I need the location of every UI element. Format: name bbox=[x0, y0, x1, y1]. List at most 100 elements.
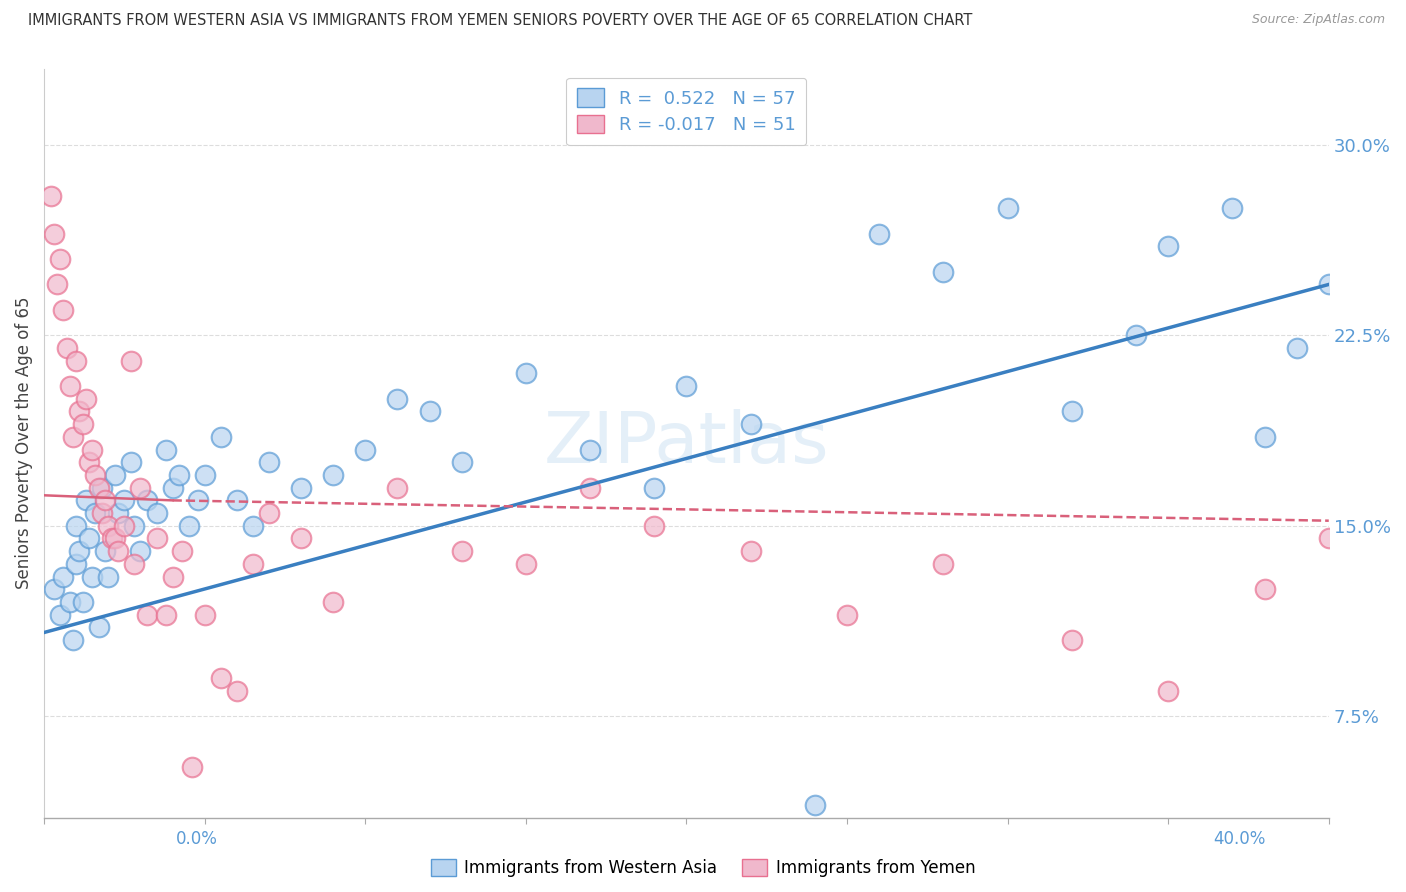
Point bbox=[322, 467, 344, 482]
Point bbox=[209, 671, 232, 685]
Point bbox=[932, 557, 955, 571]
Point bbox=[39, 188, 62, 202]
Point bbox=[194, 467, 217, 482]
Point bbox=[643, 518, 665, 533]
Point bbox=[1125, 328, 1147, 343]
Point bbox=[740, 417, 762, 432]
Point bbox=[225, 493, 247, 508]
Point bbox=[1285, 341, 1308, 355]
Point bbox=[87, 481, 110, 495]
Point bbox=[65, 518, 87, 533]
Y-axis label: Seniors Poverty Over the Age of 65: Seniors Poverty Over the Age of 65 bbox=[15, 297, 32, 590]
Point bbox=[94, 544, 117, 558]
Point bbox=[180, 760, 202, 774]
Point bbox=[59, 379, 82, 393]
Point bbox=[104, 532, 127, 546]
Text: IMMIGRANTS FROM WESTERN ASIA VS IMMIGRANTS FROM YEMEN SENIORS POVERTY OVER THE A: IMMIGRANTS FROM WESTERN ASIA VS IMMIGRAN… bbox=[28, 13, 973, 29]
Point bbox=[257, 506, 280, 520]
Point bbox=[290, 532, 312, 546]
Point bbox=[112, 518, 135, 533]
Point bbox=[1253, 582, 1275, 597]
Point bbox=[257, 455, 280, 469]
Point bbox=[579, 481, 602, 495]
Point bbox=[65, 353, 87, 368]
Point bbox=[167, 467, 190, 482]
Point bbox=[135, 607, 157, 622]
Point bbox=[65, 557, 87, 571]
Point bbox=[187, 493, 209, 508]
Point bbox=[387, 392, 409, 406]
Legend: R =  0.522   N = 57, R = -0.017   N = 51: R = 0.522 N = 57, R = -0.017 N = 51 bbox=[567, 78, 807, 145]
Point bbox=[1157, 684, 1180, 698]
Point bbox=[354, 442, 377, 457]
Text: Source: ZipAtlas.com: Source: ZipAtlas.com bbox=[1251, 13, 1385, 27]
Point bbox=[162, 481, 184, 495]
Point bbox=[129, 481, 152, 495]
Point bbox=[290, 481, 312, 495]
Point bbox=[145, 506, 167, 520]
Point bbox=[94, 493, 117, 508]
Point bbox=[1222, 201, 1244, 215]
Point bbox=[42, 227, 65, 241]
Point bbox=[69, 544, 91, 558]
Point bbox=[62, 633, 84, 648]
Point bbox=[155, 607, 177, 622]
Point bbox=[82, 569, 104, 583]
Point bbox=[450, 455, 472, 469]
Point bbox=[120, 455, 142, 469]
Point bbox=[835, 607, 858, 622]
Point bbox=[100, 532, 122, 546]
Point bbox=[1253, 430, 1275, 444]
Point bbox=[804, 798, 827, 813]
Point bbox=[52, 569, 75, 583]
Point bbox=[62, 430, 84, 444]
Point bbox=[194, 607, 217, 622]
Point bbox=[172, 544, 194, 558]
Point bbox=[112, 493, 135, 508]
Text: 40.0%: 40.0% bbox=[1213, 830, 1265, 847]
Legend: Immigrants from Western Asia, Immigrants from Yemen: Immigrants from Western Asia, Immigrants… bbox=[425, 852, 981, 884]
Point bbox=[209, 430, 232, 444]
Point bbox=[97, 518, 120, 533]
Point bbox=[643, 481, 665, 495]
Point bbox=[1157, 239, 1180, 253]
Point bbox=[49, 252, 72, 266]
Point bbox=[129, 544, 152, 558]
Point bbox=[104, 467, 127, 482]
Point bbox=[1060, 633, 1083, 648]
Point bbox=[932, 265, 955, 279]
Point bbox=[42, 582, 65, 597]
Point bbox=[135, 493, 157, 508]
Point bbox=[162, 569, 184, 583]
Point bbox=[177, 518, 200, 533]
Point bbox=[675, 379, 697, 393]
Point bbox=[52, 302, 75, 317]
Text: ZIPatlas: ZIPatlas bbox=[544, 409, 830, 478]
Point bbox=[155, 442, 177, 457]
Point bbox=[122, 557, 145, 571]
Point bbox=[90, 481, 112, 495]
Point bbox=[515, 557, 537, 571]
Point bbox=[55, 341, 77, 355]
Point bbox=[107, 506, 129, 520]
Point bbox=[122, 518, 145, 533]
Point bbox=[242, 557, 264, 571]
Point bbox=[120, 353, 142, 368]
Point bbox=[69, 404, 91, 418]
Point bbox=[84, 467, 107, 482]
Point bbox=[515, 367, 537, 381]
Point bbox=[997, 201, 1019, 215]
Point bbox=[90, 506, 112, 520]
Point bbox=[97, 569, 120, 583]
Point bbox=[46, 277, 69, 292]
Point bbox=[579, 442, 602, 457]
Text: 0.0%: 0.0% bbox=[176, 830, 218, 847]
Point bbox=[1317, 277, 1340, 292]
Point bbox=[145, 532, 167, 546]
Point bbox=[59, 595, 82, 609]
Point bbox=[242, 518, 264, 533]
Point bbox=[72, 595, 94, 609]
Point bbox=[77, 532, 100, 546]
Point bbox=[450, 544, 472, 558]
Point bbox=[740, 544, 762, 558]
